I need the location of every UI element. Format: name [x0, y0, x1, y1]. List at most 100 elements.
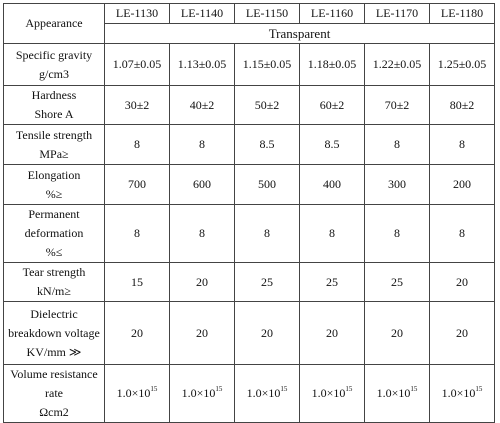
label-line: Ωcm2 — [39, 405, 69, 419]
property-label: Permanent deformation %≤ — [3, 204, 105, 263]
mantissa: 1.0×10 — [116, 386, 151, 400]
value-cell: 20 — [364, 301, 430, 365]
value-cell: 8 — [364, 124, 430, 165]
grade-header: LE-1170 — [364, 3, 430, 24]
mantissa: 1.0×10 — [311, 386, 346, 400]
label-line: kN/m≥ — [37, 284, 71, 298]
mantissa: 1.0×10 — [441, 386, 476, 400]
mantissa: 1.0×10 — [181, 386, 216, 400]
value-cell: 8 — [169, 204, 235, 263]
appearance-value: Transparent — [104, 23, 495, 44]
exponent: 15 — [150, 385, 158, 393]
grade-header: LE-1140 — [169, 3, 235, 24]
label-line: Dielectric — [30, 306, 78, 321]
value-cell: 30±2 — [104, 85, 170, 125]
label-line: Hardness — [31, 88, 77, 102]
label-line: deformation — [24, 226, 84, 240]
label-line: Tensile strength — [15, 127, 93, 142]
value-cell: 8 — [364, 204, 430, 263]
value-cell: 20 — [169, 262, 235, 302]
header-row: Appearance LE-1130 LE-1140 LE-1150 LE-1160 LE… — [3, 3, 495, 44]
value-cell: 70±2 — [364, 85, 430, 125]
property-label: Specific gravity g/cm3 — [3, 43, 105, 86]
value-cell: 25 — [364, 262, 430, 302]
value-cell: 20 — [299, 301, 365, 365]
property-label: Dielectric breakdown voltage KV/mm ≫ — [3, 301, 105, 365]
label-line: %≤ — [45, 245, 63, 259]
value-cell: 20 — [429, 301, 495, 365]
property-label: Elongation %≥ — [3, 164, 105, 205]
exponent: 15 — [345, 385, 353, 393]
label-line: Shore A — [34, 107, 74, 121]
exponent: 15 — [280, 385, 288, 393]
label-line: Specific gravity — [15, 47, 93, 62]
value-cell: 8 — [169, 124, 235, 165]
value-cell: 8 — [299, 204, 365, 263]
property-row: Permanent deformation %≤ 8 8 8 8 8 8 — [3, 204, 495, 263]
value-cell: 1.0×1015 — [169, 364, 235, 423]
label-line: breakdown voltage — [8, 325, 100, 340]
property-row: Tear strength kN/m≥ 15 20 25 25 25 20 — [3, 262, 495, 302]
label-line: g/cm3 — [39, 66, 69, 81]
property-label: Volume resistance rate Ωcm2 — [3, 364, 105, 423]
value-cell: 600 — [169, 164, 235, 205]
value-cell: 8.5 — [234, 124, 300, 165]
label-line: Elongation — [27, 167, 81, 182]
value-cell: 1.25±0.05 — [429, 43, 495, 86]
value-cell: 700 — [104, 164, 170, 205]
property-row: Specific gravity g/cm3 1.07±0.05 1.13±0.05 1… — [3, 43, 495, 86]
value-cell: 80±2 — [429, 85, 495, 125]
value-cell: 1.18±0.05 — [299, 43, 365, 86]
value-cell: 1.22±0.05 — [364, 43, 430, 86]
value-cell: 40±2 — [169, 85, 235, 125]
label-line: %≥ — [45, 186, 63, 201]
property-row: Elongation %≥ 700 600 500 400 300 200 — [3, 164, 495, 205]
property-label: Tensile strength MPa≥ — [3, 124, 105, 165]
appearance-header: Appearance — [3, 3, 105, 44]
grade-header: LE-1130 — [104, 3, 170, 24]
exponent: 15 — [475, 385, 483, 393]
value-cell: 20 — [169, 301, 235, 365]
label-line: Permanent — [28, 207, 80, 221]
label-line: KV/mm ≫ — [26, 344, 82, 359]
mantissa: 1.0×10 — [246, 386, 281, 400]
value-cell: 25 — [299, 262, 365, 302]
value-cell: 20 — [429, 262, 495, 302]
property-label: Tear strength kN/m≥ — [3, 262, 105, 302]
value-cell: 1.0×1015 — [299, 364, 365, 423]
value-cell: 8 — [234, 204, 300, 263]
value-cell: 1.07±0.05 — [104, 43, 170, 86]
value-cell: 1.13±0.05 — [169, 43, 235, 86]
property-label: Hardness Shore A — [3, 85, 105, 125]
label-line: MPa≥ — [39, 146, 69, 161]
property-row: Dielectric breakdown voltage KV/mm ≫ 20 20 20… — [3, 301, 495, 365]
value-cell: 20 — [104, 301, 170, 365]
label-line: Volume resistance — [10, 367, 98, 381]
label-line: rate — [45, 386, 63, 400]
value-cell: 8.5 — [299, 124, 365, 165]
label-line: Tear strength — [22, 265, 86, 279]
grade-header: LE-1160 — [299, 3, 365, 24]
exponent: 15 — [410, 385, 418, 393]
value-cell: 1.0×1015 — [364, 364, 430, 423]
property-row: Volume resistance rate Ωcm2 1.0×1015 1.0×101… — [3, 364, 495, 423]
value-cell: 1.0×1015 — [234, 364, 300, 423]
value-cell: 300 — [364, 164, 430, 205]
value-cell: 500 — [234, 164, 300, 205]
value-cell: 50±2 — [234, 85, 300, 125]
value-cell: 8 — [104, 124, 170, 165]
value-cell: 20 — [234, 301, 300, 365]
value-cell: 200 — [429, 164, 495, 205]
value-cell: 1.0×1015 — [429, 364, 495, 423]
value-cell: 1.15±0.05 — [234, 43, 300, 86]
property-row: Hardness Shore A 30±2 40±2 50±2 60±2 70±2 80±2 — [3, 85, 495, 125]
value-cell: 8 — [429, 124, 495, 165]
grade-header: LE-1180 — [429, 3, 495, 24]
value-cell: 8 — [429, 204, 495, 263]
value-cell: 25 — [234, 262, 300, 302]
spec-table: Appearance LE-1130 LE-1140 LE-1150 LE-1160 LE… — [3, 3, 495, 423]
value-cell: 60±2 — [299, 85, 365, 125]
grade-header: LE-1150 — [234, 3, 300, 24]
value-cell: 15 — [104, 262, 170, 302]
